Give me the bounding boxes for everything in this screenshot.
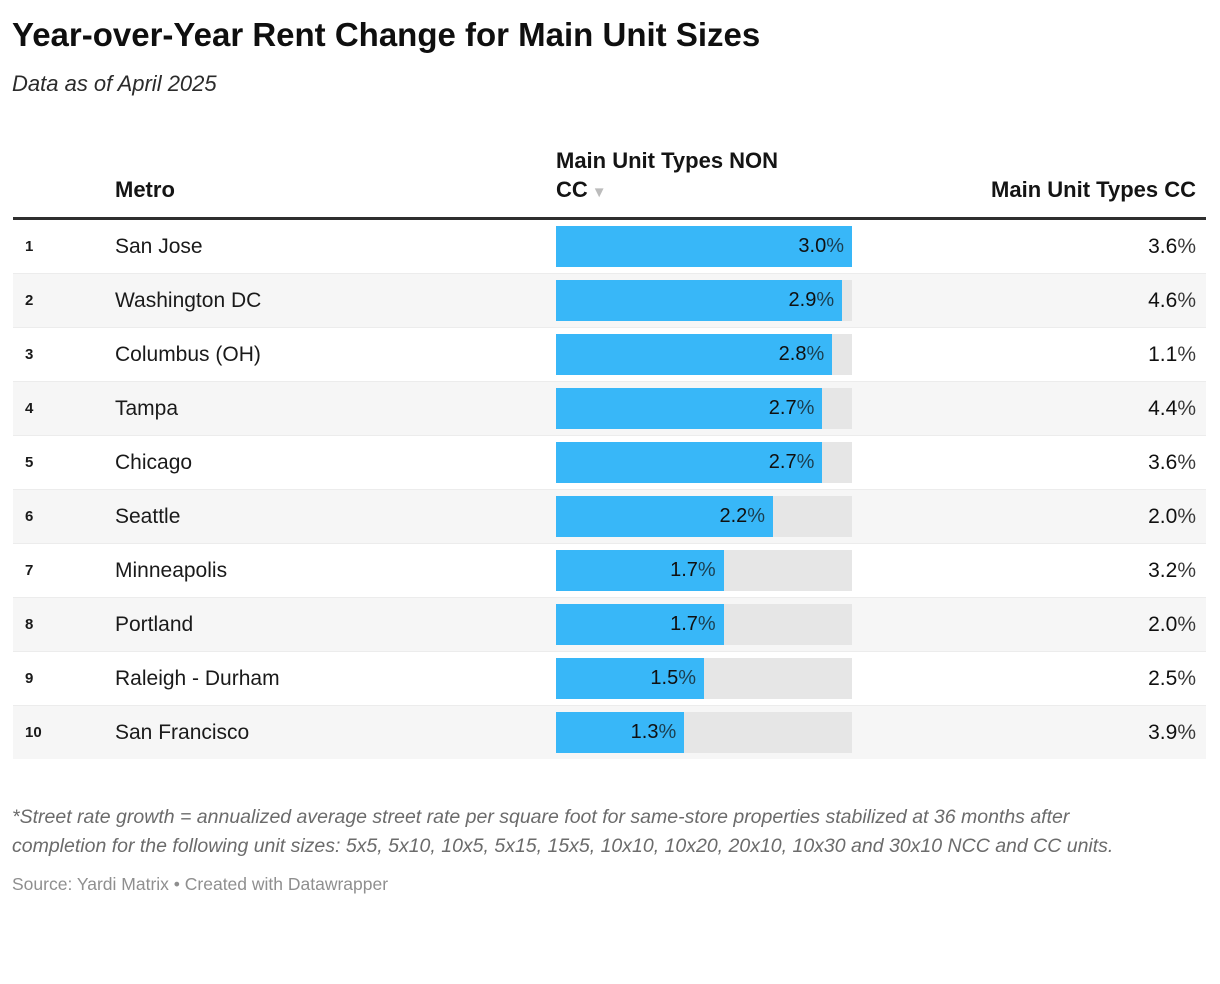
non-cc-bar-track: 2.9% [556,280,852,322]
non-cc-bar-track: 1.7% [556,604,852,646]
column-header-cc[interactable]: Main Unit Types CC [991,176,1196,202]
column-header-non-cc-label: Main Unit Types NON CC [556,148,779,202]
table-row: 7 Minneapolis 1.7% 3.2% [13,543,1206,597]
table-row: 9 Raleigh - Durham 1.5% 2.5% [13,651,1206,705]
non-cc-value-label: 2.9% [788,289,835,312]
column-header-non-cc[interactable]: Main Unit Types NON CC ▼ [556,147,788,204]
non-cc-bar-track: 1.7% [556,550,852,592]
rank-cell: 5 [25,454,34,472]
rank-cell: 9 [25,670,34,688]
non-cc-value-label: 1.7% [670,613,716,636]
page-subtitle: Data as of April 2025 [12,71,217,97]
cc-value-cell: 2.5% [1148,666,1196,690]
rank-cell: 4 [25,400,34,418]
non-cc-bar: 2.7% [556,442,823,484]
metro-cell: Tampa [115,396,179,420]
non-cc-bar: 2.7% [556,388,823,430]
metro-cell: Columbus (OH) [115,342,261,366]
rank-cell: 3 [25,346,34,364]
cc-value-cell: 2.0% [1148,504,1196,528]
table-header-row: Metro Main Unit Types NON CC ▼ Main Unit … [13,147,1206,221]
chart-page: Year-over-Year Rent Change for Main Unit… [0,14,1220,984]
table-row: 5 Chicago 2.7% 3.6% [13,435,1206,489]
metro-cell: San Francisco [115,720,250,744]
non-cc-value-label: 2.7% [768,451,815,474]
non-cc-value-label: 2.2% [719,505,766,528]
rank-cell: 1 [25,238,34,256]
non-cc-bar-track: 1.3% [556,712,852,754]
footnote: *Street rate growth = annualized average… [12,806,1114,858]
table-row: 10 San Francisco 1.3% 3.9% [13,705,1206,760]
non-cc-bar-track: 2.2% [556,496,852,538]
non-cc-value-label: 1.7% [670,559,716,582]
cc-value-cell: 2.0% [1148,612,1196,636]
non-cc-bar: 1.3% [556,712,685,754]
source-line: Source: Yardi Matrix • Created with Data… [12,873,389,894]
table-row: 6 Seattle 2.2% 2.0% [13,489,1206,544]
metro-cell: Raleigh - Durham [115,666,280,690]
non-cc-value-label: 2.7% [768,397,815,420]
table-row: 2 Washington DC 2.9% 4.6% [13,273,1206,328]
non-cc-bar: 3.0% [556,226,852,268]
table-row: 8 Portland 1.7% 2.0% [13,597,1206,652]
non-cc-bar: 1.7% [556,550,724,592]
metro-cell: Washington DC [115,288,262,312]
table-row: 4 Tampa 2.7% 4.4% [13,381,1206,436]
metro-cell: Chicago [115,450,193,474]
metro-cell: Seattle [115,504,181,528]
non-cc-bar-track: 2.7% [556,388,852,430]
rank-cell: 6 [25,508,34,526]
non-cc-bar: 1.5% [556,658,704,700]
column-header-metro[interactable]: Metro [115,176,175,202]
non-cc-value-label: 3.0% [798,235,844,258]
table-row: 1 San Jose 3.0% 3.6% [13,220,1206,273]
non-cc-bar-track: 2.7% [556,442,852,484]
metro-cell: Minneapolis [115,558,228,582]
rank-cell: 7 [25,562,34,580]
non-cc-bar: 1.7% [556,604,724,646]
non-cc-value-label: 1.3% [630,721,677,744]
non-cc-bar-track: 2.8% [556,334,852,376]
table-body: 1 San Jose 3.0% 3.6% 2 Washington DC 2.9… [13,220,1206,760]
cc-value-cell: 3.2% [1148,558,1196,582]
rent-change-table: Metro Main Unit Types NON CC ▼ Main Unit … [13,147,1206,760]
cc-value-cell: 4.6% [1148,288,1196,312]
sort-descending-icon[interactable]: ▼ [591,183,607,201]
non-cc-bar: 2.9% [556,280,843,322]
cc-value-cell: 1.1% [1148,342,1196,366]
page-title: Year-over-Year Rent Change for Main Unit… [12,16,761,53]
rank-cell: 10 [25,724,42,742]
non-cc-bar-track: 3.0% [556,226,852,268]
non-cc-bar: 2.8% [556,334,833,376]
metro-cell: Portland [115,612,194,636]
cc-value-cell: 4.4% [1148,396,1196,420]
table-row: 3 Columbus (OH) 2.8% 1.1% [13,327,1206,381]
rank-cell: 8 [25,616,34,634]
non-cc-value-label: 1.5% [650,667,696,690]
cc-value-cell: 3.6% [1148,450,1196,474]
non-cc-bar-track: 1.5% [556,658,852,700]
non-cc-bar: 2.2% [556,496,774,538]
non-cc-value-label: 2.8% [778,343,825,366]
rank-cell: 2 [25,292,34,310]
cc-value-cell: 3.9% [1148,720,1196,744]
cc-value-cell: 3.6% [1148,234,1196,258]
metro-cell: San Jose [115,234,203,258]
